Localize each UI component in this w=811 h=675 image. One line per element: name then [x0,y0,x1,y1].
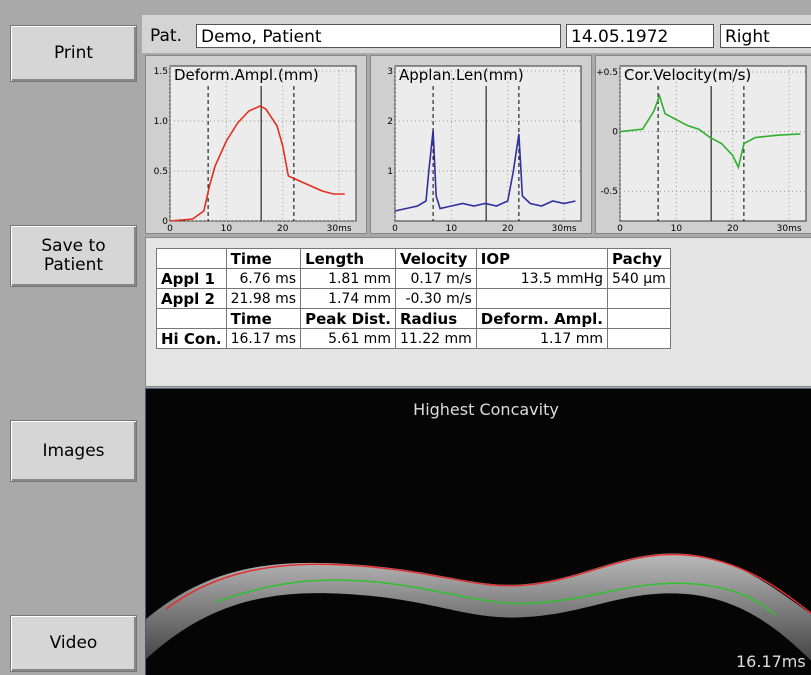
video-button[interactable]: Video [10,615,137,672]
y-tick-label: 1.0 [154,117,169,127]
value-cell: 540 µm [608,269,671,289]
cornea-image: Highest Concavity 16.17ms [146,389,811,675]
value-cell: 5.61 mm [301,329,396,349]
patient-name: Demo, Patient [196,24,561,48]
value-cell: 1.74 mm [301,289,396,309]
birth-date: 14.05.1972 [566,24,714,48]
y-tick-label: +0.5 [596,68,618,78]
print-button[interactable]: Print [10,25,137,82]
patient-label: Pat. [150,24,182,48]
image-time: 16.17ms [736,652,806,671]
images-button[interactable]: Images [10,420,137,482]
chart-title: Deform.Ampl.(mm) [174,66,319,84]
chart-panel: 1 2 3 0 10 20 30ms Applan.Len(mm) [370,55,592,234]
value-cell: -0.30 m/s [395,289,476,309]
value-cell: 6.76 ms [226,269,300,289]
chart-title: Cor.Velocity(m/s) [624,66,751,84]
value-cell: 0.17 m/s [395,269,476,289]
chart: 1 2 3 0 10 20 30ms Applan.Len(mm) [371,56,591,233]
y-tick-label: 1 [387,167,393,177]
x-tick-label: 30ms [777,224,802,233]
column-header: Time [226,249,300,269]
column-header: Pachy [608,249,671,269]
value-cell: 13.5 mmHg [476,269,607,289]
row-header: Appl 1 [157,269,227,289]
column-header: Time [226,309,300,329]
value-cell: 11.22 mm [395,329,476,349]
eye-side: Right [720,24,811,48]
x-tick-label: 0 [392,224,398,233]
value-cell: 1.81 mm [301,269,396,289]
empty-cell [608,309,671,329]
value-cell: 1.17 mm [476,329,607,349]
chart: +0.5 0 -0.5 0 10 20 30ms Cor.Velocity(m/s) [596,56,811,233]
plot-area [620,66,806,221]
row-header: Hi Con. [157,329,227,349]
x-tick-label: 20 [277,224,289,233]
x-tick-label: 0 [617,224,623,233]
empty-cell [157,309,227,329]
x-tick-label: 0 [167,224,173,233]
column-header: IOP [476,249,607,269]
value-cell: 21.98 ms [226,289,300,309]
image-view: Highest Concavity 16.17ms [145,388,811,675]
column-header: Peak Dist. [301,309,396,329]
empty-cell [608,289,671,309]
x-tick-label: 20 [502,224,514,233]
x-tick-label: 10 [671,224,683,233]
y-tick-label: 0 [612,128,618,138]
image-title: Highest Concavity [413,400,559,419]
screen: Print Save to Patient Images Video Pat. … [0,0,811,675]
empty-cell [157,249,227,269]
column-header: Length [301,249,396,269]
column-header: Deform. Ampl. [476,309,607,329]
save-button[interactable]: Save to Patient [10,225,137,287]
row-header: Appl 2 [157,289,227,309]
empty-cell [608,329,671,349]
chart-title: Applan.Len(mm) [399,66,524,84]
plot-area [395,66,581,221]
value-cell: 16.17 ms [226,329,300,349]
y-tick-label: 1.5 [154,67,168,77]
y-tick-label: 3 [387,67,393,77]
x-tick-label: 10 [446,224,458,233]
column-header: Velocity [395,249,476,269]
x-tick-label: 20 [727,224,739,233]
chart-panel: +0.5 0 -0.5 0 10 20 30ms Cor.Velocity(m/s) [595,55,811,234]
x-tick-label: 10 [221,224,233,233]
empty-cell [476,289,607,309]
column-header: Radius [395,309,476,329]
x-tick-label: 30ms [327,224,352,233]
x-tick-label: 30ms [552,224,577,233]
y-tick-label: 2 [387,117,393,127]
y-tick-label: 0.5 [154,167,168,177]
plot-area [170,66,356,221]
y-tick-label: -0.5 [600,187,618,197]
